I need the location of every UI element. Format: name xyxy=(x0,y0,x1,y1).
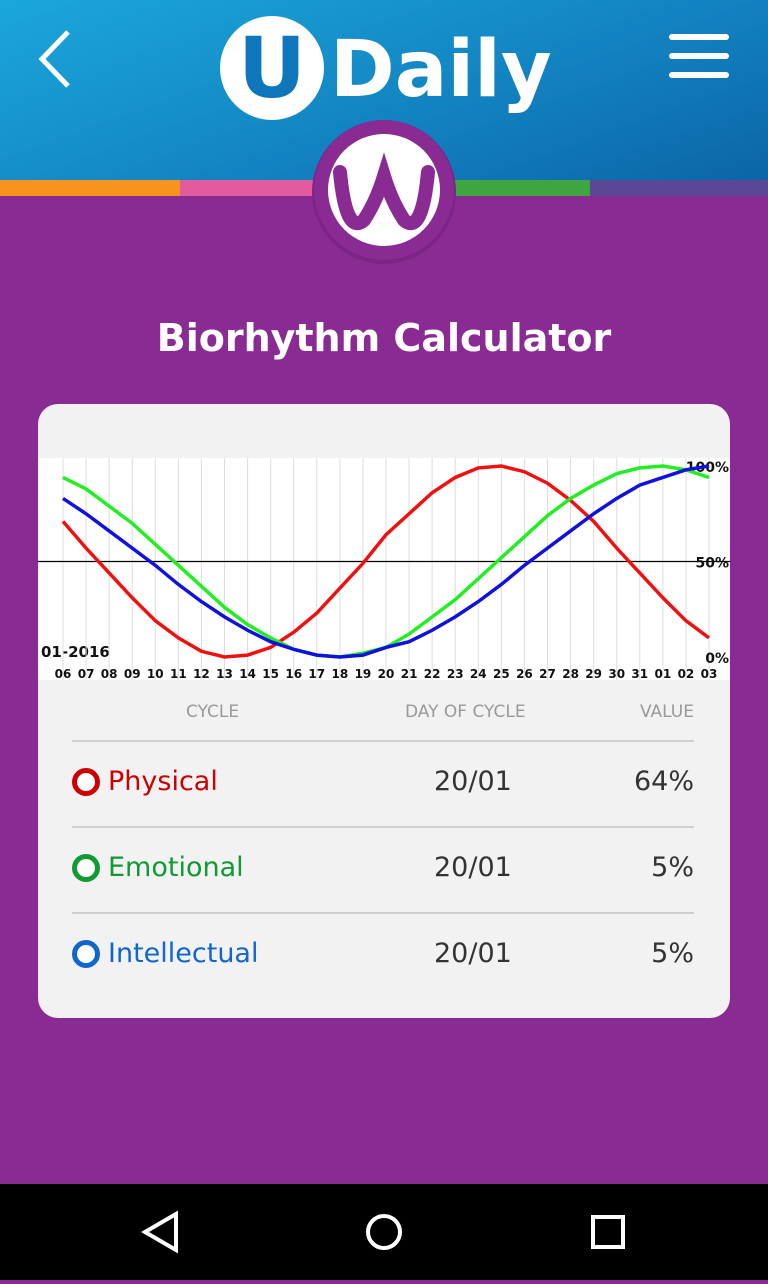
x-tick-label: 09 xyxy=(124,667,141,681)
x-tick-label: 29 xyxy=(585,667,602,681)
x-tick-label: 01 xyxy=(655,667,672,681)
column-header: CYCLE xyxy=(186,702,240,722)
x-tick-label: 11 xyxy=(170,667,187,681)
chart-annotation: 01-2016 xyxy=(41,643,110,661)
series-line xyxy=(62,464,710,659)
x-tick-label: 26 xyxy=(516,667,533,681)
cycle-day: 20/01 xyxy=(434,938,512,969)
cycle-name: Physical xyxy=(108,766,218,797)
color-strip xyxy=(453,180,590,196)
color-strip xyxy=(0,180,180,196)
divider xyxy=(72,740,694,742)
menu-button[interactable] xyxy=(668,32,730,82)
x-tick-label: 15 xyxy=(262,667,279,681)
row-indicator xyxy=(72,940,100,968)
x-tick-label: 13 xyxy=(216,667,233,681)
x-tick-label: 19 xyxy=(355,667,372,681)
x-tick-label: 06 xyxy=(55,667,72,681)
x-tick-label: 22 xyxy=(424,667,441,681)
column-header: VALUE xyxy=(640,702,694,722)
row-indicator xyxy=(72,854,100,882)
x-tick-label: 30 xyxy=(608,667,625,681)
x-tick-label: 17 xyxy=(308,667,325,681)
nav-recent[interactable] xyxy=(591,1215,625,1249)
chart: 01-2016 06 07 08 09 10 11 12 13 14 15 16 17 18 19 20 21… xyxy=(38,458,730,681)
cycle-value: 5% xyxy=(651,938,694,969)
x-tick-label: 03 xyxy=(701,667,718,681)
x-tick-label: 24 xyxy=(470,667,487,681)
back-button[interactable] xyxy=(30,26,80,92)
series-line xyxy=(61,464,711,659)
x-tick-label: 14 xyxy=(239,667,256,681)
page-title: Biorhythm Calculator xyxy=(156,316,612,360)
x-tick-label: 18 xyxy=(332,667,349,681)
x-tick-label: 08 xyxy=(101,667,118,681)
nav-back[interactable] xyxy=(141,1210,178,1254)
divider xyxy=(72,912,694,914)
column-header: DAY OF CYCLE xyxy=(405,702,526,722)
row-indicator xyxy=(72,768,100,796)
cycle-name: Emotional xyxy=(108,852,244,883)
x-tick-label: 10 xyxy=(147,667,164,681)
cycle-value: 5% xyxy=(651,852,694,883)
cycle-day: 20/01 xyxy=(434,852,512,883)
x-tick-label: 21 xyxy=(401,667,418,681)
app-icon xyxy=(312,120,456,264)
x-tick-label: 12 xyxy=(193,667,210,681)
y-tick-label: 0% xyxy=(705,651,729,667)
logo-letter: U xyxy=(220,16,324,120)
x-tick-label: 25 xyxy=(493,667,510,681)
nav-home[interactable] xyxy=(366,1214,402,1250)
cycle-day: 20/01 xyxy=(434,766,512,797)
y-tick-label: 50% xyxy=(695,556,729,572)
cycle-name: Intellectual xyxy=(108,938,259,969)
nav-icons xyxy=(141,1210,625,1254)
x-tick-label: 16 xyxy=(285,667,302,681)
color-strip xyxy=(590,180,768,196)
logo-text: Daily xyxy=(330,25,552,115)
x-tick-label: 27 xyxy=(539,667,556,681)
x-tick-label: 07 xyxy=(78,667,95,681)
nav-bar xyxy=(0,1184,768,1280)
plot-area xyxy=(38,458,730,680)
color-strip xyxy=(180,180,315,196)
x-tick-label: 23 xyxy=(447,667,464,681)
x-tick-label: 20 xyxy=(378,667,395,681)
x-tick-label: 31 xyxy=(631,667,648,681)
cycle-value: 64% xyxy=(633,766,694,797)
divider xyxy=(72,826,694,828)
x-tick-label: 28 xyxy=(562,667,579,681)
x-tick-label: 02 xyxy=(678,667,695,681)
